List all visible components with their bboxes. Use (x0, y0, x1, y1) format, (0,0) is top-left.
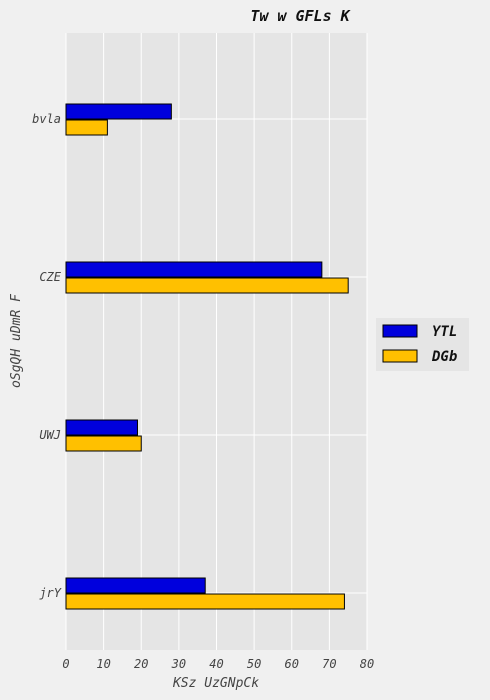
bar-ytl-cze (65, 261, 323, 278)
x-tick-label: 50 (247, 657, 261, 671)
bar-dgb-bvla (65, 119, 108, 136)
bar-ytl-uwj (65, 419, 138, 436)
bar-dgb-jry (65, 593, 345, 610)
bar-dgb-cze (65, 277, 349, 294)
tick-labels: 0 10 20 30 40 50 60 70 80 bvla CZE UWJ jrY (32, 112, 374, 671)
legend-label-dgb: DGb (431, 349, 457, 365)
y-axis-label: oSgQH uDmR F (9, 293, 24, 388)
bars (65, 103, 349, 610)
bar-dgb-uwj (65, 435, 142, 452)
x-tick-label: 80 (360, 657, 374, 671)
x-axis-label: KSz UzGNpCk (172, 676, 259, 691)
y-tick-label: jrY (39, 586, 61, 600)
x-tick-label: 20 (134, 657, 148, 671)
legend-swatch-ytl (382, 324, 418, 338)
x-tick-label: 0 (62, 657, 69, 671)
x-tick-label: 60 (285, 657, 299, 671)
bar-ytl-jry (65, 577, 206, 594)
legend: YTL DGb (376, 318, 469, 371)
x-tick-label: 30 (171, 657, 186, 671)
x-tick-label: 40 (209, 657, 223, 671)
bar-ytl-bvla (65, 103, 172, 120)
x-tick-label: 10 (96, 657, 110, 671)
chart-title: Tw w GFLs K (250, 7, 351, 25)
x-tick-label: 70 (322, 657, 336, 671)
y-tick-label: CZE (39, 270, 61, 284)
legend-label-ytl: YTL (432, 324, 457, 340)
y-tick-label: UWJ (39, 428, 61, 442)
y-tick-label: bvla (32, 112, 61, 126)
legend-swatch-dgb (382, 349, 418, 363)
